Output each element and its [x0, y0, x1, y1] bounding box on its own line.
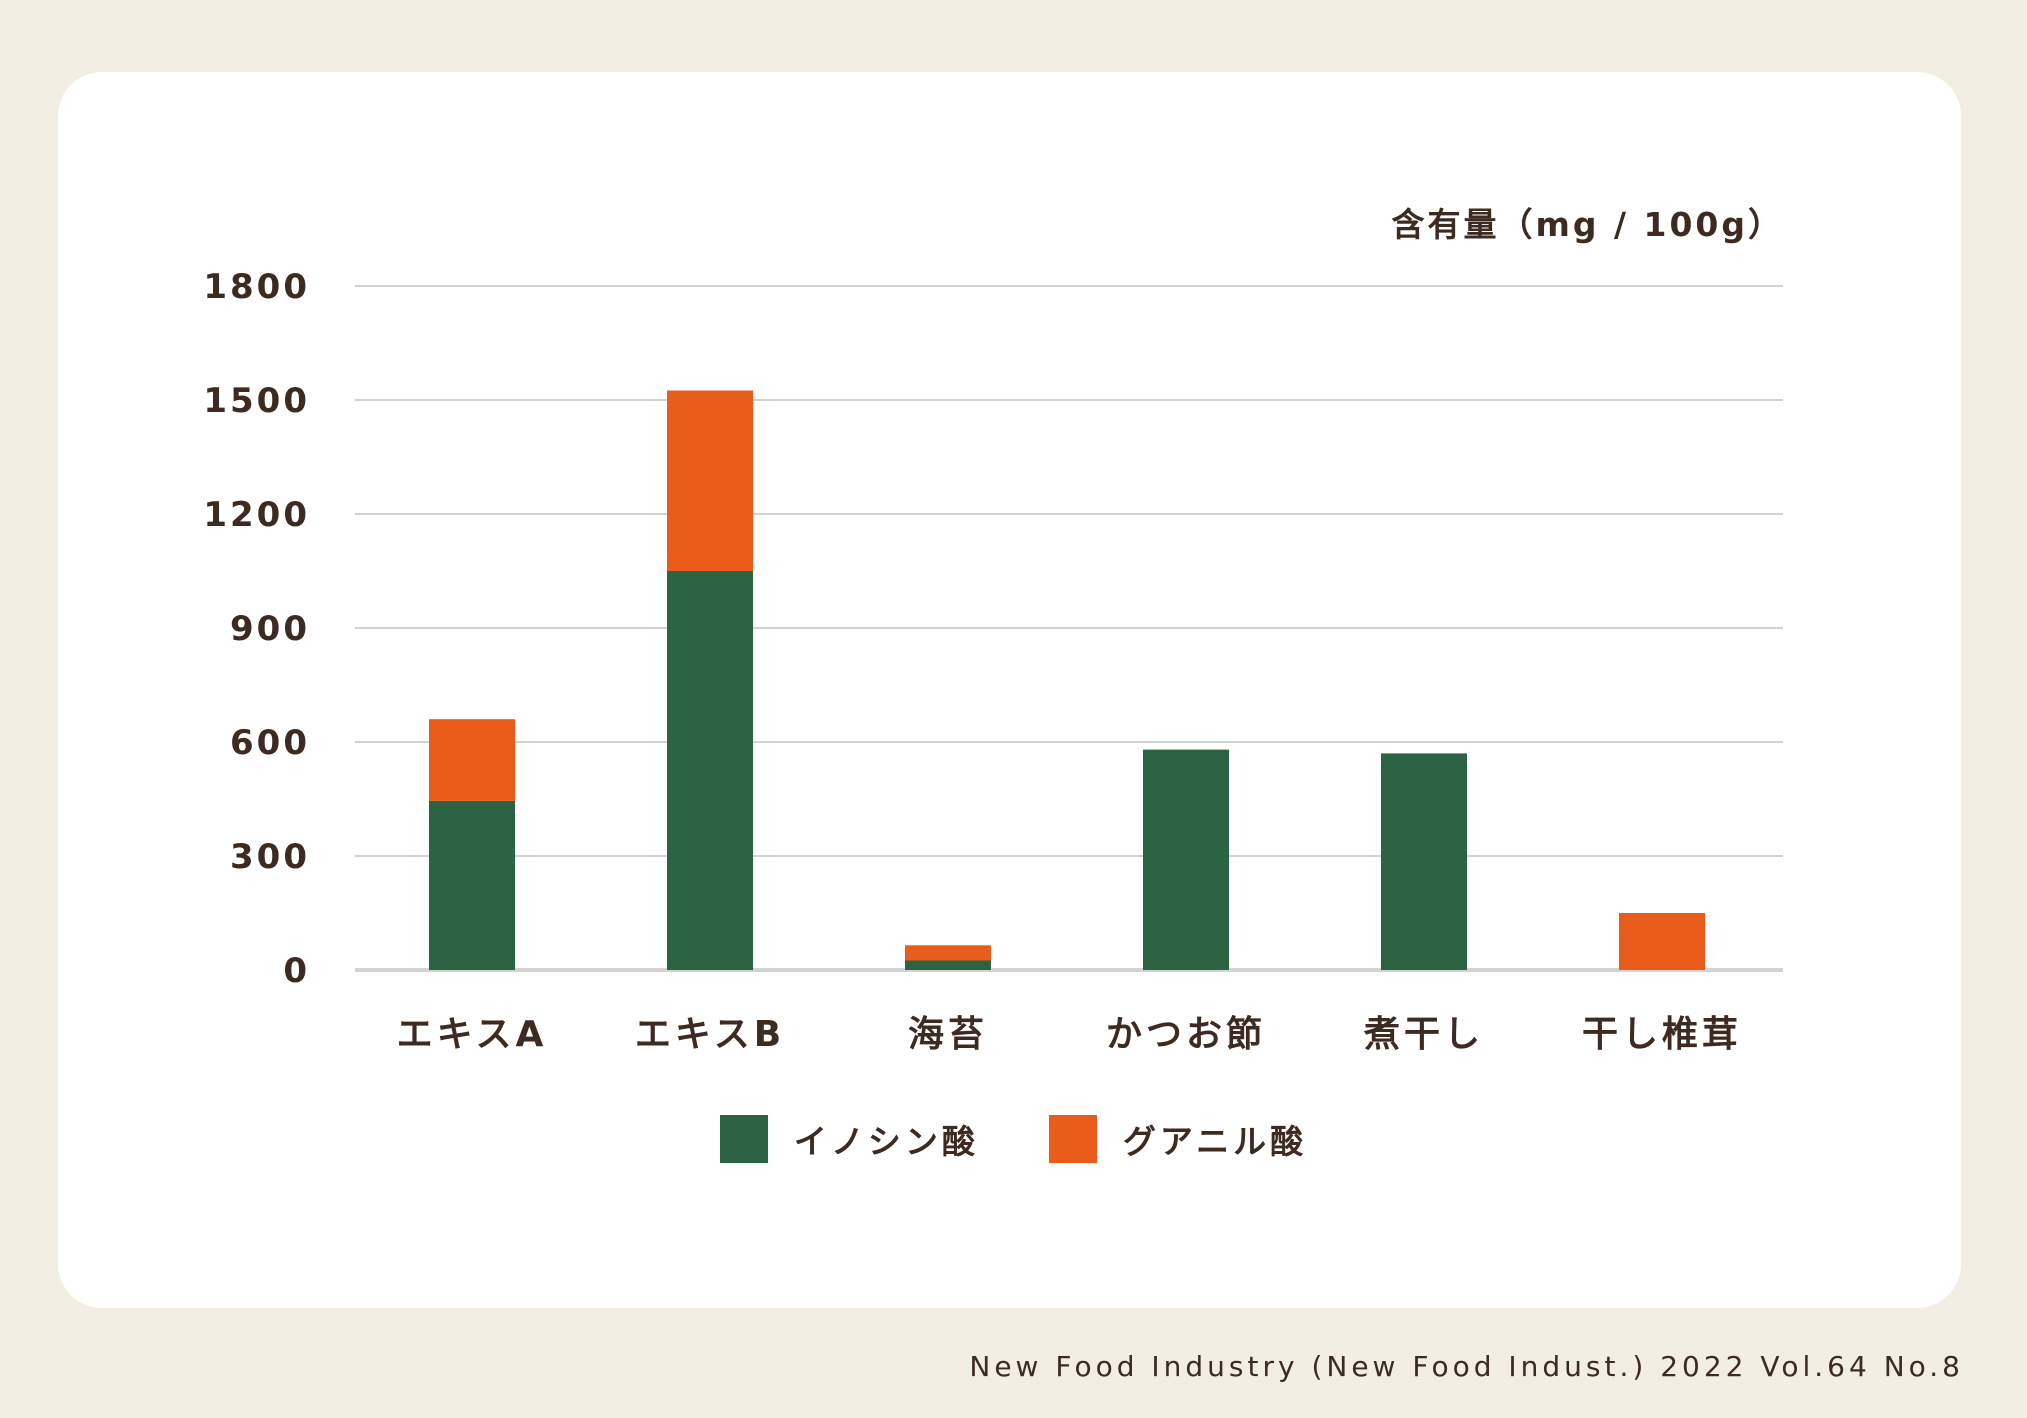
y-tick-label: 600 — [230, 723, 310, 763]
y-tick-label: 1500 — [203, 381, 310, 421]
y-tick-label: 0 — [283, 951, 310, 991]
x-category-label: エキスA — [397, 1014, 548, 1055]
chart-card — [58, 72, 1961, 1308]
x-category-label: かつお節 — [1106, 1014, 1266, 1055]
legend-label-inosinic: イノシン酸 — [793, 1122, 979, 1161]
bar-inosinic-1 — [667, 571, 753, 970]
y-tick-label: 1200 — [203, 495, 310, 535]
y-tick-label: 300 — [230, 837, 310, 877]
grid-lines — [355, 285, 1783, 972]
x-category-label: 海苔 — [908, 1014, 988, 1055]
legend-item-guanylic: グアニル酸 — [1048, 1115, 1308, 1163]
source-citation: New Food Industry (New Food Indust.) 202… — [969, 1350, 1964, 1383]
bar-guanylic-2 — [905, 945, 991, 961]
y-tick-label: 1800 — [203, 267, 310, 307]
bar-guanylic-5 — [1619, 913, 1705, 970]
x-category-label: エキスB — [635, 1014, 785, 1055]
legend-swatch-inosinic — [719, 1115, 768, 1163]
legend-item-inosinic: イノシン酸 — [719, 1115, 979, 1163]
bars — [429, 390, 1705, 970]
bar-inosinic-3 — [1143, 749, 1229, 970]
legend: イノシン酸 グアニル酸 — [0, 1115, 2027, 1163]
bar-inosinic-2 — [905, 960, 991, 970]
bar-guanylic-0 — [429, 719, 515, 801]
y-tick-label: 900 — [230, 609, 310, 649]
y-axis-ticks: 0 300 600 900 1200 1500 1800 — [203, 267, 310, 991]
bar-inosinic-4 — [1381, 753, 1467, 970]
legend-label-guanylic: グアニル酸 — [1122, 1122, 1308, 1161]
x-category-label: 煮干し — [1363, 1014, 1484, 1055]
bar-inosinic-0 — [429, 800, 515, 970]
bar-guanylic-1 — [667, 390, 753, 571]
x-axis-labels: エキスA エキスB 海苔 かつお節 煮干し 干し椎茸 — [397, 1014, 1742, 1055]
legend-swatch-guanylic — [1048, 1115, 1097, 1163]
y-axis-unit-label: 含有量（mg / 100g） — [1391, 205, 1784, 244]
x-category-label: 干し椎茸 — [1582, 1014, 1742, 1055]
